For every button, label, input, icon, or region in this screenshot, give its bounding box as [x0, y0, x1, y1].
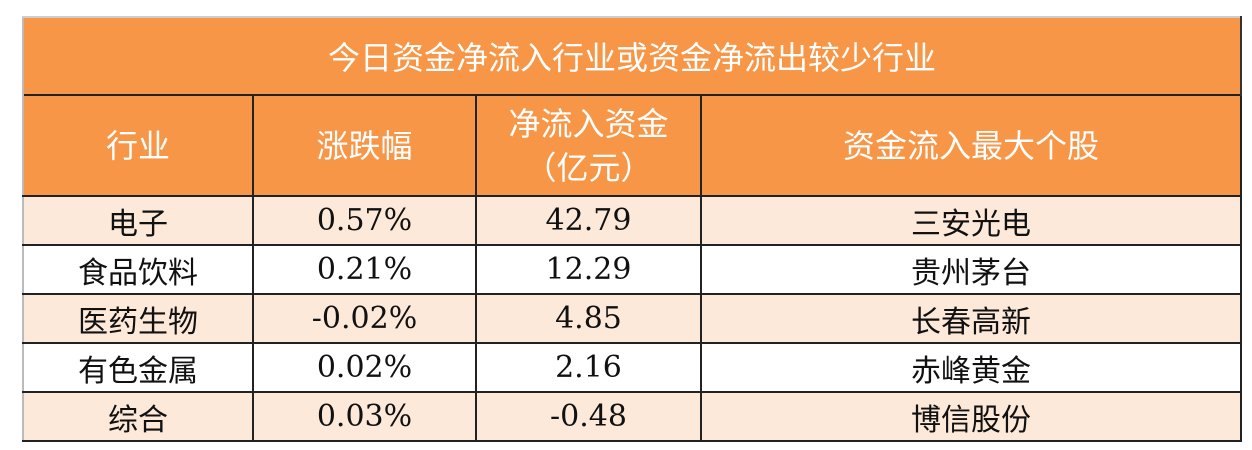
- cell-industry: 食品饮料: [22, 244, 254, 295]
- cell-net-inflow: 2.16: [475, 342, 702, 393]
- cell-change: 0.57%: [252, 195, 477, 246]
- cell-change: 0.02%: [252, 342, 477, 393]
- header-net-inflow-line1: 净流入资金: [508, 104, 669, 143]
- table-row: 食品饮料 0.21% 12.29 贵州茅台: [22, 244, 1243, 295]
- cell-top-stock: 博信股份: [699, 391, 1243, 442]
- cell-top-stock: 赤峰黄金: [699, 342, 1243, 393]
- table-row: 综合 0.03% -0.48 博信股份: [22, 391, 1243, 442]
- cell-net-inflow: 42.79: [475, 195, 702, 246]
- header-top-stock: 资金流入最大个股: [699, 94, 1243, 197]
- cell-net-inflow: -0.48: [475, 391, 702, 442]
- cell-top-stock: 三安光电: [699, 195, 1243, 246]
- header-change: 涨跌幅: [252, 94, 477, 197]
- cell-net-inflow: 12.29: [475, 244, 702, 295]
- table-title: 今日资金净流入行业或资金净流出较少行业: [21, 16, 1243, 95]
- cell-industry: 综合: [22, 391, 254, 442]
- table-row: 有色金属 0.02% 2.16 赤峰黄金: [22, 342, 1243, 393]
- cell-change: 0.21%: [252, 244, 477, 295]
- header-row: 行业 涨跌幅 净流入资金 （亿元） 资金流入最大个股: [22, 94, 1243, 197]
- fund-flow-table: 今日资金净流入行业或资金净流出较少行业 行业 涨跌幅 净流入资金 （亿元） 资金流…: [21, 16, 1243, 442]
- cell-top-stock: 长春高新: [699, 293, 1243, 344]
- cell-industry: 医药生物: [22, 293, 254, 344]
- cell-change: -0.02%: [252, 293, 477, 344]
- cell-net-inflow: 4.85: [475, 293, 702, 344]
- cell-top-stock: 贵州茅台: [699, 244, 1243, 295]
- cell-change: 0.03%: [252, 391, 477, 442]
- table-row: 电子 0.57% 42.79 三安光电: [22, 195, 1243, 246]
- header-net-inflow-unit: （亿元）: [524, 148, 653, 187]
- header-net-inflow: 净流入资金 （亿元）: [475, 94, 702, 197]
- cell-industry: 电子: [22, 195, 254, 246]
- table-row: 医药生物 -0.02% 4.85 长春高新: [22, 293, 1243, 344]
- header-industry: 行业: [22, 94, 254, 197]
- cell-industry: 有色金属: [22, 342, 254, 393]
